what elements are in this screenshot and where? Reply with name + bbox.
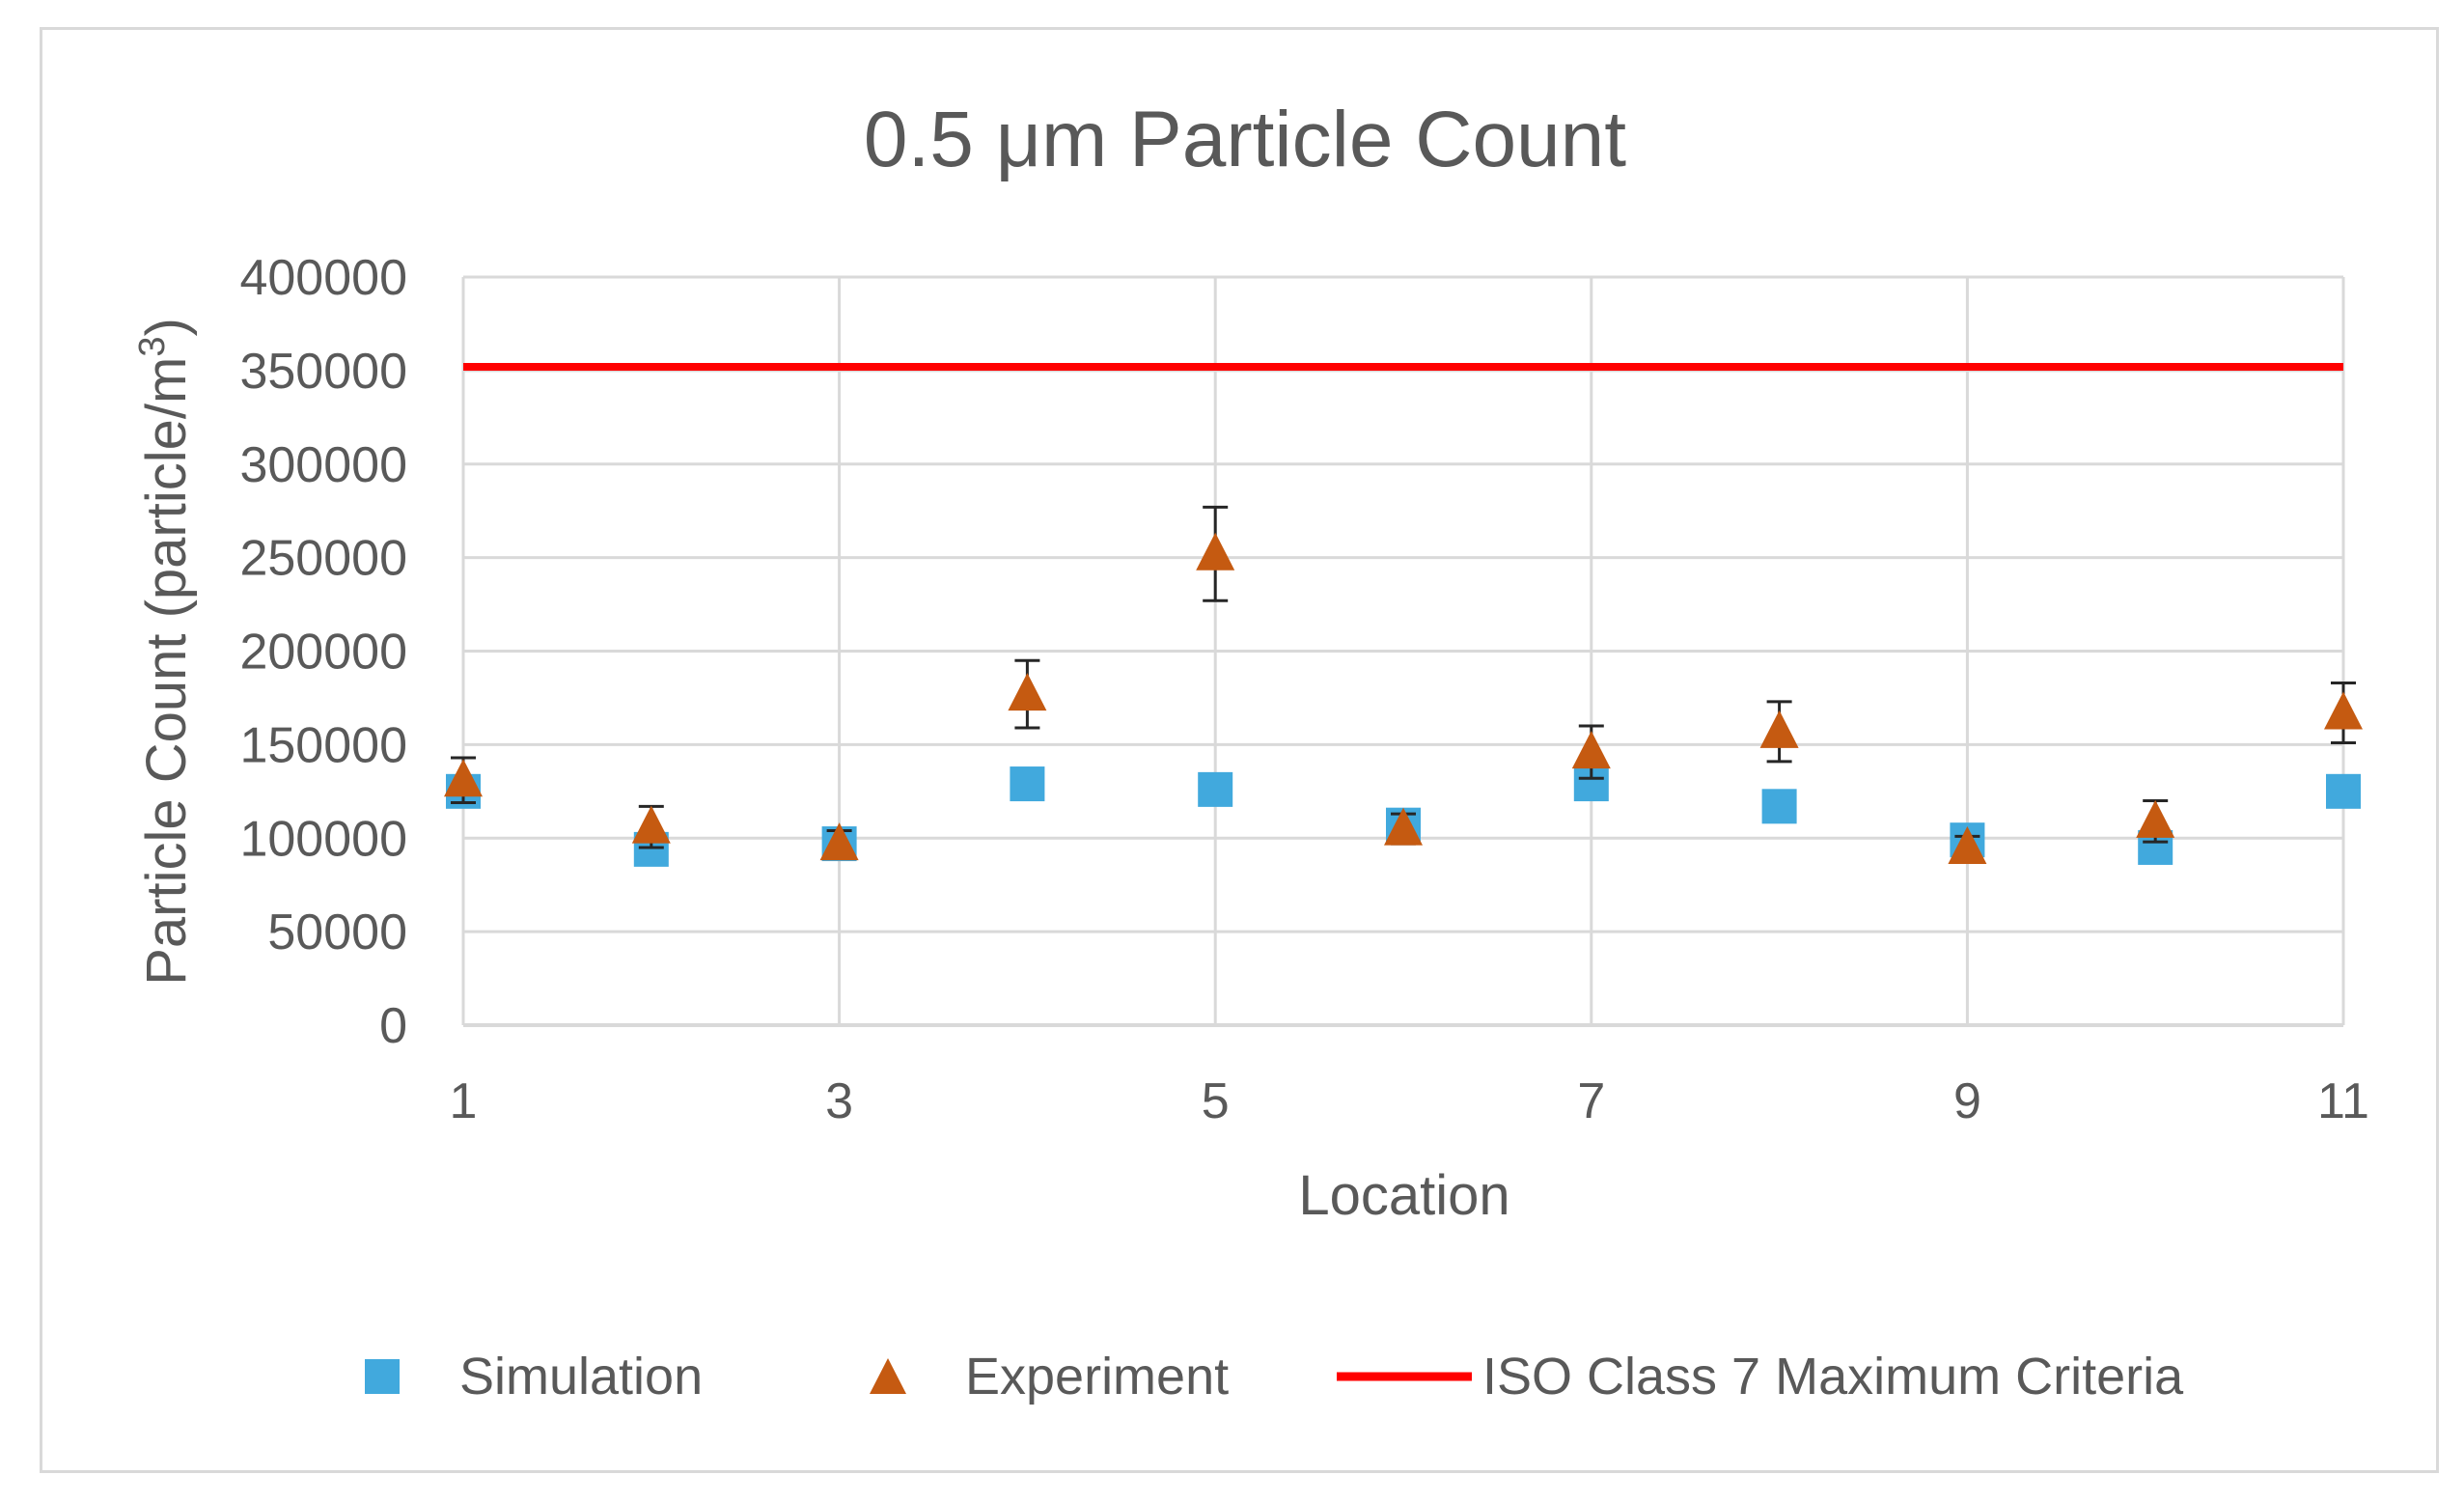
y-tick-label: 250000 bbox=[239, 531, 407, 587]
x-tick-label: 5 bbox=[1202, 1073, 1230, 1129]
experiment-point bbox=[1759, 710, 1799, 748]
experiment-point bbox=[2136, 799, 2175, 838]
y-axis-ticks: 0 50000 100000 150000 200000 250000 300000 3500… bbox=[239, 250, 407, 1054]
gridlines bbox=[461, 275, 2345, 1027]
y-tick-label: 300000 bbox=[239, 437, 407, 493]
y-tick-label: 400000 bbox=[239, 250, 407, 306]
y-axis-title-main: Particle Count (particle/m bbox=[135, 357, 198, 986]
x-axis-ticks: 1 3 5 7 9 11 bbox=[450, 1073, 2369, 1129]
simulation-point bbox=[1010, 766, 1045, 802]
legend-experiment-marker bbox=[870, 1358, 906, 1394]
experiment-point bbox=[1948, 825, 1987, 864]
y-tick-label: 0 bbox=[379, 998, 407, 1054]
experiment-point bbox=[1384, 807, 1423, 846]
experiment-point bbox=[1571, 731, 1611, 769]
y-axis-title-suffix: ) bbox=[135, 318, 198, 336]
legend: Simulation Experiment ISO Class 7 Maximu… bbox=[365, 1348, 2184, 1406]
y-tick-label: 150000 bbox=[239, 717, 407, 773]
x-tick-label: 1 bbox=[450, 1073, 478, 1129]
y-tick-label: 50000 bbox=[267, 905, 407, 960]
y-tick-label: 350000 bbox=[239, 344, 407, 400]
simulation-point bbox=[1198, 771, 1233, 807]
legend-simulation-label: Simulation bbox=[459, 1348, 703, 1406]
simulation-point bbox=[2326, 773, 2361, 809]
experiment-point bbox=[819, 822, 859, 861]
x-axis-title: Location bbox=[1298, 1164, 1509, 1227]
experiment-point bbox=[444, 759, 483, 797]
experiment-point bbox=[2324, 691, 2363, 730]
experiment-point bbox=[1008, 673, 1047, 711]
chart-title: 0.5 μm Particle Count bbox=[864, 96, 1626, 183]
x-tick-label: 11 bbox=[2317, 1073, 2369, 1129]
plot-series bbox=[444, 363, 2363, 867]
experiment-point bbox=[1196, 532, 1235, 571]
x-tick-label: 7 bbox=[1577, 1073, 1605, 1129]
y-tick-label: 100000 bbox=[239, 811, 407, 867]
legend-experiment-label: Experiment bbox=[965, 1348, 1229, 1406]
x-tick-label: 3 bbox=[825, 1073, 853, 1129]
legend-iso-label: ISO Class 7 Maximum Criteria bbox=[1482, 1348, 2184, 1406]
y-axis-title: Particle Count (particle/m3) bbox=[132, 318, 198, 986]
legend-simulation-marker bbox=[365, 1359, 400, 1394]
chart-frame bbox=[40, 27, 2439, 1473]
x-tick-label: 9 bbox=[1953, 1073, 1981, 1129]
y-axis-title-superscript: 3 bbox=[132, 337, 173, 357]
experiment-point bbox=[631, 805, 671, 844]
y-tick-label: 200000 bbox=[239, 625, 407, 681]
simulation-point bbox=[1761, 789, 1797, 824]
